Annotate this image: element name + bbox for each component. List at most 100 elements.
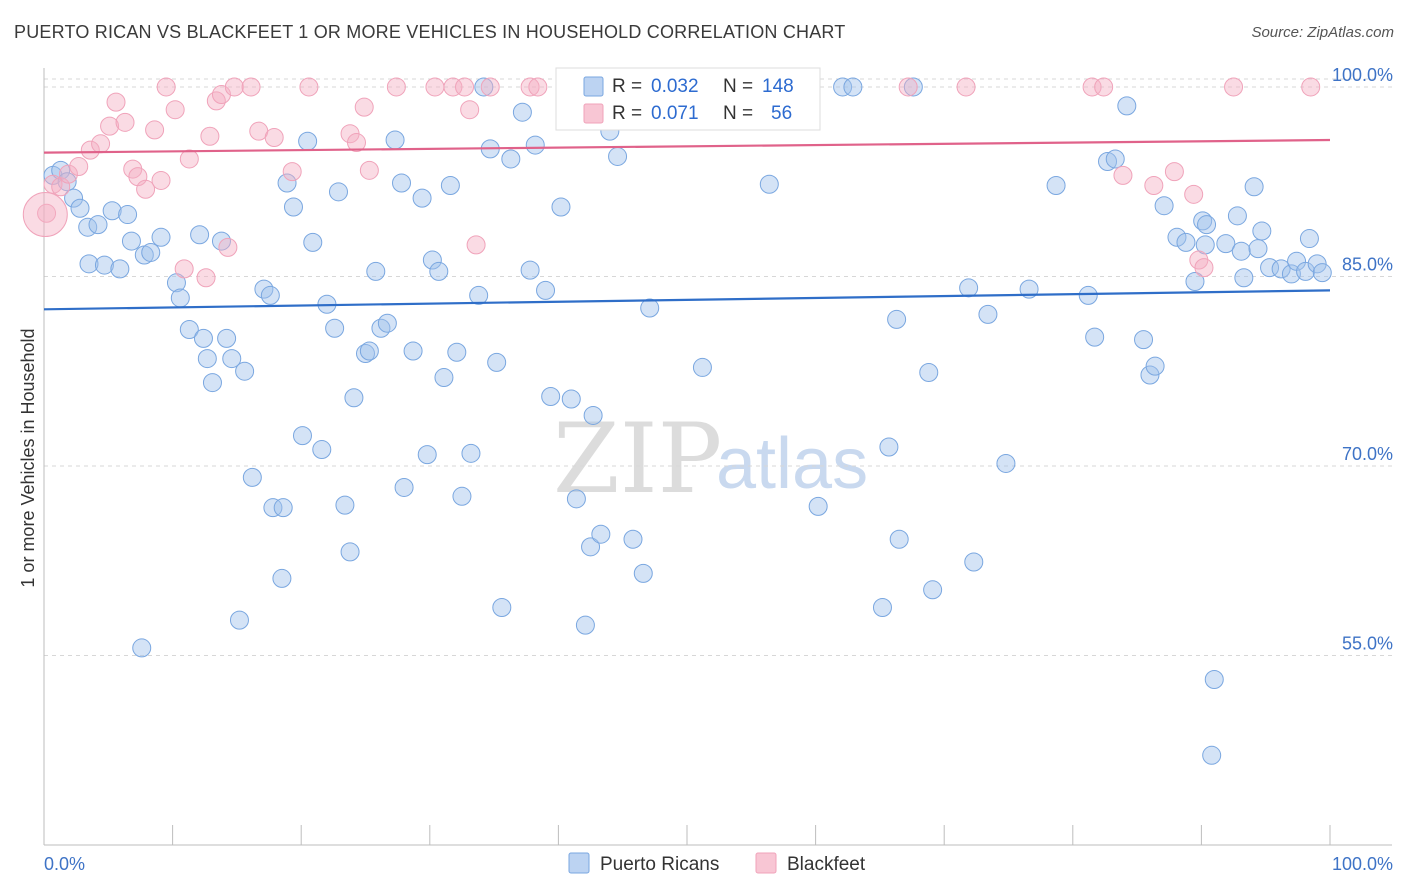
blackfeet-point: [106, 92, 126, 112]
puerto-ricans-point: [461, 443, 481, 463]
blackfeet-point: [354, 97, 374, 117]
blackfeet-point: [174, 259, 194, 279]
blackfeet-point-large: [22, 192, 68, 238]
blackfeet-point: [218, 237, 238, 257]
puerto-ricans-point: [1299, 229, 1319, 249]
puerto-ricans-point: [541, 386, 561, 406]
puerto-ricans-point: [1204, 669, 1224, 689]
puerto-ricans-point: [879, 437, 899, 457]
puerto-ricans-point: [118, 205, 138, 225]
legend-blackfeet-swatch: [755, 852, 777, 874]
blackfeet-point: [1082, 77, 1102, 97]
blackfeet-point: [1184, 184, 1204, 204]
series-blackfeet: [22, 77, 1321, 288]
puerto-ricans-point: [536, 280, 556, 300]
blackfeet-point: [466, 235, 486, 255]
puerto-ricans-point: [919, 362, 939, 382]
puerto-ricans-point: [1078, 285, 1098, 305]
puerto-ricans-point: [417, 445, 437, 465]
legend-blue-n-value: 148: [762, 76, 794, 97]
puerto-ricans-point: [110, 259, 130, 279]
stats-legend: R = 0.032 N = 148 R = 0.071 N = 56: [555, 67, 821, 131]
puerto-ricans-point: [566, 489, 586, 509]
puerto-ricans-point: [887, 309, 907, 329]
blackfeet-point: [425, 77, 445, 97]
chart-title: PUERTO RICAN VS BLACKFEET 1 OR MORE VEHI…: [14, 22, 846, 42]
puerto-ricans-point: [1307, 254, 1327, 274]
puerto-ricans-point: [1197, 215, 1217, 235]
blackfeet-point: [299, 77, 319, 97]
puerto-ricans-point: [242, 467, 262, 487]
puerto-ricans-point: [328, 182, 348, 202]
puerto-ricans-point: [1231, 241, 1251, 261]
blackfeet-point: [282, 162, 302, 182]
blackfeet-point: [91, 134, 111, 154]
blackfeet-point: [480, 77, 500, 97]
puerto-ricans-point: [469, 285, 489, 305]
puerto-ricans-point: [640, 298, 660, 318]
puerto-ricans-point: [447, 342, 467, 362]
puerto-ricans-point: [377, 313, 397, 333]
blackfeet-point: [43, 174, 63, 194]
legend-pink-n-value: 56: [771, 103, 792, 124]
puerto-ricans-point: [273, 498, 293, 518]
blackfeet-point: [1094, 77, 1114, 97]
puerto-ricans-point: [1248, 239, 1268, 259]
legend-blackfeet-label: Blackfeet: [787, 854, 866, 875]
puerto-ricans-point: [312, 440, 332, 460]
blackfeet-point: [241, 77, 261, 97]
puerto-ricans-point: [1098, 151, 1118, 171]
puerto-ricans-point: [141, 242, 161, 262]
puerto-ricans-point: [79, 254, 99, 274]
puerto-ricans-point: [583, 405, 603, 425]
legend-blue-swatch: [583, 76, 604, 97]
puerto-ricans-point: [440, 175, 460, 195]
puerto-ricans-point: [903, 77, 923, 97]
y-tick-label: 70.0%: [1342, 444, 1393, 464]
puerto-ricans-point: [996, 453, 1016, 473]
puerto-ricans-point: [1202, 745, 1222, 765]
blackfeet-point: [179, 149, 199, 169]
puerto-ricans-point: [335, 495, 355, 515]
puerto-ricans-point: [487, 352, 507, 372]
puerto-ricans-point: [608, 146, 628, 166]
puerto-ricans-point: [1244, 177, 1264, 197]
blackfeet-point: [528, 77, 548, 97]
puerto-ricans-point: [1176, 232, 1196, 252]
blackfeet-trend-line: [43, 138, 1331, 154]
puerto-ricans-point: [1167, 227, 1187, 247]
puerto-ricans-point: [344, 388, 364, 408]
puerto-ricans-point: [1046, 175, 1066, 195]
watermark-atlas: atlas: [716, 424, 868, 504]
puerto-ricans-point: [132, 638, 152, 658]
blackfeet-point: [359, 160, 379, 180]
puerto-ricans-point: [303, 232, 323, 252]
puerto-ricans-point: [359, 341, 379, 361]
blackfeet-point: [1144, 175, 1164, 195]
puerto-ricans-point: [633, 563, 653, 583]
puerto-ricans-point: [434, 368, 454, 388]
puerto-ricans-point: [102, 201, 122, 221]
puerto-ricans-point: [551, 197, 571, 217]
puerto-ricans-point: [1312, 263, 1332, 283]
puerto-ricans-point: [872, 597, 892, 617]
puerto-ricans-point: [190, 225, 210, 245]
puerto-ricans-point: [283, 197, 303, 217]
puerto-ricans-point: [525, 135, 545, 155]
blackfeet-point: [386, 77, 406, 97]
blackfeet-point: [115, 112, 135, 132]
blackfeet-point: [156, 77, 176, 97]
puerto-ricans-point: [591, 524, 611, 544]
puerto-ricans-point: [1019, 279, 1039, 299]
legend-pink-r-label: R =: [612, 103, 642, 124]
puerto-ricans-point: [179, 320, 199, 340]
puerto-ricans-point: [325, 318, 345, 338]
puerto-ricans-point: [1185, 272, 1205, 292]
puerto-ricans-point: [474, 77, 494, 97]
y-tick-label: 100.0%: [1332, 65, 1393, 85]
puerto-ricans-point: [222, 349, 242, 369]
y-tick-label: 55.0%: [1342, 633, 1393, 653]
puerto-ricans-point: [575, 615, 595, 635]
legend-blue-r-value: 0.032: [651, 76, 699, 97]
blackfeet-point: [520, 77, 540, 97]
